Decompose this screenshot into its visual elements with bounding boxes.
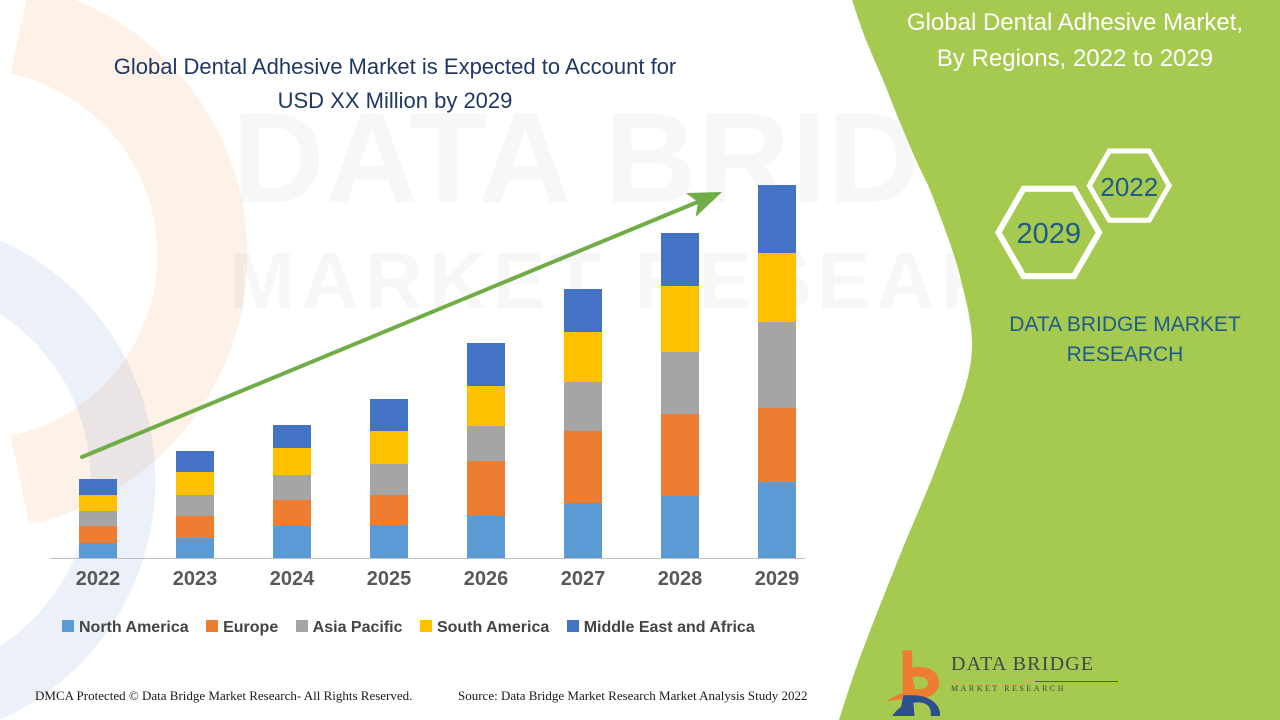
svg-text:2022: 2022 [1100,172,1158,202]
svg-text:2029: 2029 [1016,218,1081,250]
